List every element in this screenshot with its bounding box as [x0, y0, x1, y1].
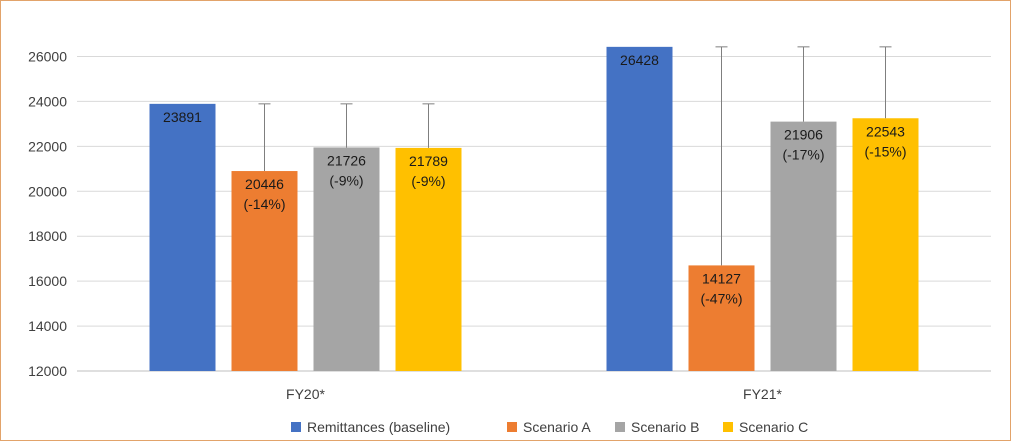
legend-label: Scenario A	[523, 419, 591, 435]
bar	[607, 47, 673, 371]
legend-label: Remittances (baseline)	[307, 419, 450, 435]
legend-swatch	[291, 422, 301, 432]
y-tick-label: 22000	[28, 138, 67, 154]
y-tick-label: 12000	[28, 363, 67, 379]
y-tick-label: 16000	[28, 273, 67, 289]
x-axis: FY20* FY21*	[286, 386, 782, 402]
y-tick-label: 18000	[28, 228, 67, 244]
y-tick-label: 14000	[28, 318, 67, 334]
x-tick-label: FY21*	[743, 386, 782, 402]
legend: Remittances (baseline) Scenario A Scenario…	[291, 419, 808, 435]
y-tick-label: 24000	[28, 93, 67, 109]
y-tick-label: 20000	[28, 183, 67, 199]
data-label: 23891	[163, 109, 202, 125]
data-label: 26428	[620, 52, 659, 68]
legend-swatch	[507, 422, 517, 432]
legend-label: Scenario C	[739, 419, 808, 435]
x-tick-label: FY20*	[286, 386, 325, 402]
y-tick-label: 26000	[28, 48, 67, 64]
bar	[150, 104, 216, 371]
legend-swatch	[615, 422, 625, 432]
legend-label: Scenario B	[631, 419, 699, 435]
legend-swatch	[723, 422, 733, 432]
